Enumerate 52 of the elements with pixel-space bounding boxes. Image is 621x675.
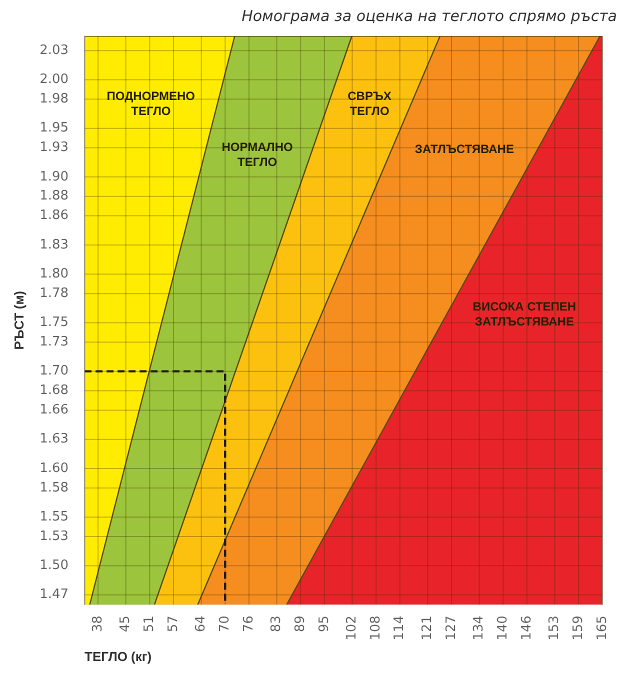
y-tick-label: 1.93 xyxy=(40,140,69,156)
y-tick-label: 1.63 xyxy=(40,432,69,447)
x-tick-label: 89 xyxy=(292,616,308,632)
x-tick-label: 153 xyxy=(547,616,562,640)
x-tick-label: 45 xyxy=(118,616,134,632)
x-tick-label: 134 xyxy=(472,616,487,640)
y-tick-label: 1.80 xyxy=(40,266,69,282)
y-tick-label: 1.78 xyxy=(40,286,69,301)
y-tick-label: 1.66 xyxy=(40,402,69,418)
x-tick-label: 159 xyxy=(570,616,586,640)
x-tick-label: 51 xyxy=(142,616,158,632)
y-tick-label: 1.70 xyxy=(40,364,69,379)
x-tick-label: 121 xyxy=(420,616,436,640)
x-tick-label: 38 xyxy=(90,616,106,632)
x-axis-title: ТЕГЛО (кг) xyxy=(84,648,152,664)
series-label: ЗАТЛЪСТЯВАНЕ xyxy=(414,142,514,156)
x-tick-label: 83 xyxy=(269,616,284,632)
y-tick-label: 1.68 xyxy=(40,383,69,398)
x-tick-label: 76 xyxy=(241,616,256,632)
y-tick-label: 1.53 xyxy=(40,528,69,544)
y-tick-label: 1.95 xyxy=(40,120,69,136)
series-label: НОРМАЛНО ТЕГЛО xyxy=(222,140,293,170)
y-tick-label: 1.73 xyxy=(40,334,69,350)
x-tick-label: 95 xyxy=(316,616,332,632)
series-label: ВИСОКА СТЕПЕН ЗАТЛЪСТЯВАНЕ xyxy=(472,299,576,328)
x-tick-label: 140 xyxy=(495,616,510,640)
y-tick-label: 1.90 xyxy=(40,169,69,184)
y-tick-label: 1.50 xyxy=(40,558,69,574)
x-tick-label: 146 xyxy=(519,616,534,640)
x-tick-label: 64 xyxy=(194,616,209,632)
y-axis-title: РЪСТ (м) xyxy=(11,290,26,350)
x-tick-label: 102 xyxy=(344,616,360,640)
series-label: ПОДНОРМЕНО ТЕГЛО xyxy=(106,89,196,118)
y-tick-label: 1.86 xyxy=(40,208,69,224)
y-tick-label: 1.88 xyxy=(40,188,69,204)
y-tick-label: 1.60 xyxy=(40,460,69,476)
x-tick-label: 127 xyxy=(444,616,459,640)
y-tick-label: 1.58 xyxy=(40,480,69,496)
x-tick-label: 114 xyxy=(392,616,408,640)
chart-title: Номограма за оценка на теглото спрямо ръста xyxy=(242,6,617,25)
x-tick-label: 108 xyxy=(368,616,384,640)
y-tick-label: 1.55 xyxy=(40,509,69,524)
y-tick-label: 1.98 xyxy=(40,92,69,107)
x-tick-label: 57 xyxy=(166,616,181,632)
x-tick-label: 70 xyxy=(218,616,233,632)
x-tick-label: 165 xyxy=(594,616,610,640)
series-label: СВРЪХ ТЕГЛО xyxy=(348,89,392,118)
y-tick-label: 1.47 xyxy=(40,587,69,602)
y-tick-label: 1.83 xyxy=(40,237,69,252)
y-tick-label: 2.00 xyxy=(40,72,69,88)
y-tick-label: 2.03 xyxy=(40,42,69,58)
y-tick-label: 1.75 xyxy=(40,315,69,330)
